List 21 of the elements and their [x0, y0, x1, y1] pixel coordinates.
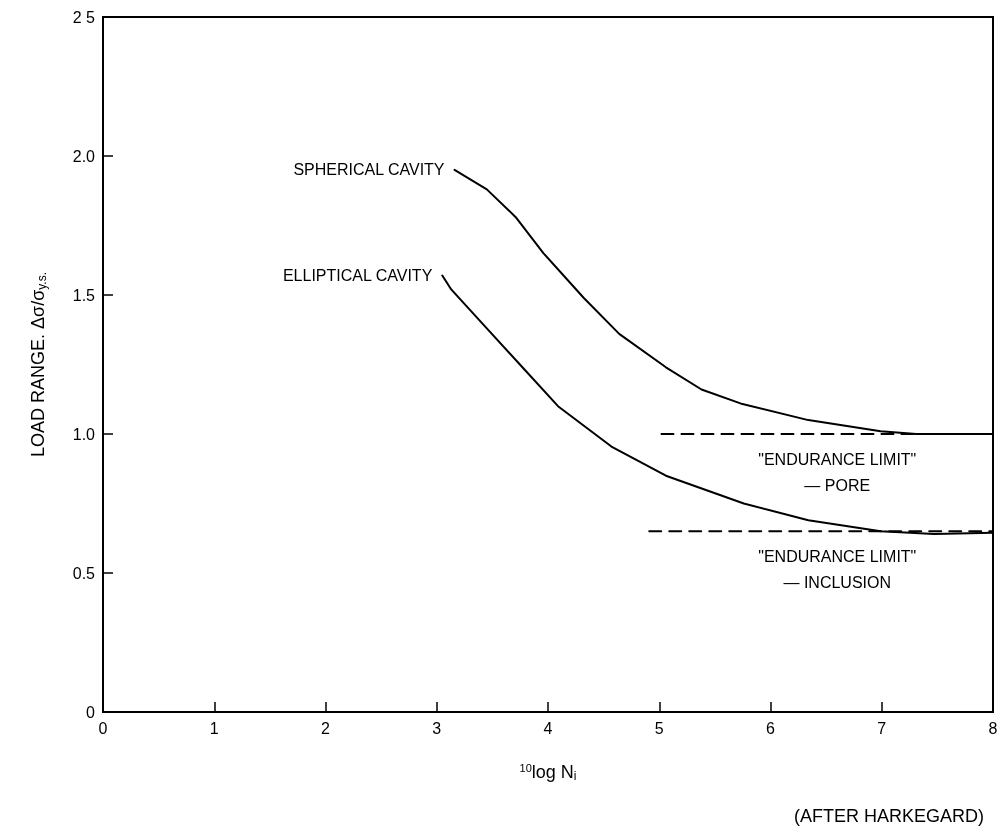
x-tick-label: 0: [98, 719, 108, 737]
y-axis-title: LOAD RANGE. Δσ/σy.s.: [28, 271, 49, 458]
y-tick-label: 0: [86, 703, 96, 721]
y-tick-label: 1.5: [72, 286, 96, 304]
x-tick-label: 1: [209, 719, 219, 737]
x-tick-label: 2: [321, 719, 331, 737]
y-tick-label: 1.0: [72, 425, 96, 443]
x-tick-label: 6: [766, 719, 776, 737]
x-tick-label: 3: [432, 719, 442, 737]
y-tick-label: 0.5: [72, 564, 96, 582]
x-tick-label: 8: [988, 719, 998, 737]
series-label: SPHERICAL CAVITY: [293, 161, 445, 179]
y-tick-label: 2.0: [72, 147, 96, 165]
annotation: "ENDURANCE LIMIT" — INCLUSION: [758, 547, 917, 591]
x-tick-label: 5: [654, 719, 664, 737]
y-tick-label: 2 5: [72, 8, 96, 26]
x-tick-label: 4: [543, 719, 553, 737]
series-label: ELLIPTICAL CAVITY: [282, 267, 433, 285]
annotation: "ENDURANCE LIMIT" — PORE: [758, 450, 917, 494]
x-tick-label: 7: [877, 719, 887, 737]
text: (AFTER HARKEGARD): [793, 806, 984, 826]
